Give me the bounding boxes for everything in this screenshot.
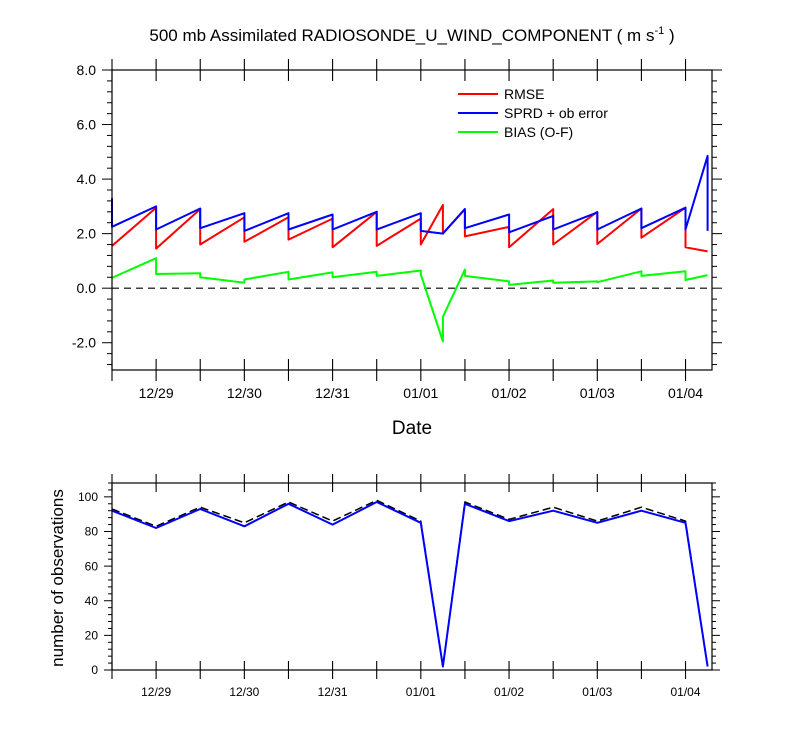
- y-tick-label: -2.0: [72, 335, 96, 351]
- series-line-1: [111, 501, 709, 668]
- y-tick-label: 4.0: [77, 171, 97, 187]
- x-tick-label: 01/01: [403, 385, 438, 401]
- x-tick-label: 12/30: [229, 685, 259, 699]
- x-tick-label: 01/04: [668, 385, 703, 401]
- y-tick-label: 8.0: [77, 62, 97, 78]
- x-tick-label: 12/29: [139, 385, 174, 401]
- y-tick-label: 6.0: [77, 116, 97, 132]
- x-tick-label: 01/03: [580, 385, 615, 401]
- x-axis-label: Date: [392, 418, 432, 439]
- top-plot: -2.0 0.0 2.0 4.0 6.0 8.0 12/29 12/30 12/31 01/01 0…: [72, 59, 722, 439]
- series-line-1: [111, 154, 709, 235]
- y-axis-label: number of observations: [48, 489, 67, 667]
- x-tick-label: 01/02: [494, 685, 524, 699]
- y-tick-label: 20: [85, 629, 99, 643]
- x-tick-label: 12/29: [141, 685, 171, 699]
- top-plot-frame: [111, 69, 713, 371]
- legend: RMSE SPRD + ob error BIAS (O-F): [458, 86, 608, 140]
- y-tick-label: 80: [85, 525, 99, 539]
- legend-label: SPRD + ob error: [504, 105, 608, 121]
- y-tick-label: 40: [85, 594, 99, 608]
- series-line-0: [111, 204, 708, 253]
- y-tick-label: 2.0: [77, 226, 97, 242]
- x-tick-label: 01/01: [406, 685, 436, 699]
- bottom-plot-series: [111, 499, 709, 668]
- series-line-2: [111, 257, 708, 343]
- bottom-plot: 0 20 40 60 80 100 12/29 12/30 12/31 01/01 01/02 01/…: [48, 474, 720, 699]
- x-tick-label: 12/30: [227, 385, 262, 401]
- chart-title: 500 mb Assimilated RADIOSONDE_U_WIND_COM…: [149, 25, 674, 45]
- bottom-plot-frame: [111, 482, 713, 671]
- y-tick-label: 100: [78, 490, 98, 504]
- bottom-plot-ticks: 0 20 40 60 80 100 12/29 12/30 12/31 01/01 01/02 01/…: [78, 474, 720, 699]
- y-tick-label: 0: [91, 663, 98, 677]
- chart-title-superscript: -1: [654, 25, 664, 37]
- x-tick-label: 01/04: [671, 685, 701, 699]
- x-tick-label: 12/31: [315, 385, 350, 401]
- y-tick-label: 0.0: [77, 280, 97, 296]
- top-plot-ticks: -2.0 0.0 2.0 4.0 6.0 8.0 12/29 12/30 12/31 01/01 0…: [72, 59, 722, 401]
- y-tick-label: 60: [85, 559, 99, 573]
- top-plot-series: [111, 154, 712, 343]
- chart-title-suffix: ): [664, 26, 674, 45]
- x-tick-label: 12/31: [318, 685, 348, 699]
- x-tick-label: 01/02: [492, 385, 527, 401]
- chart-title-main: 500 mb Assimilated RADIOSONDE_U_WIND_COM…: [149, 26, 654, 45]
- series-line-0: [111, 499, 709, 668]
- legend-label: RMSE: [504, 86, 544, 102]
- x-tick-label: 01/03: [582, 685, 612, 699]
- legend-label: BIAS (O-F): [504, 124, 573, 140]
